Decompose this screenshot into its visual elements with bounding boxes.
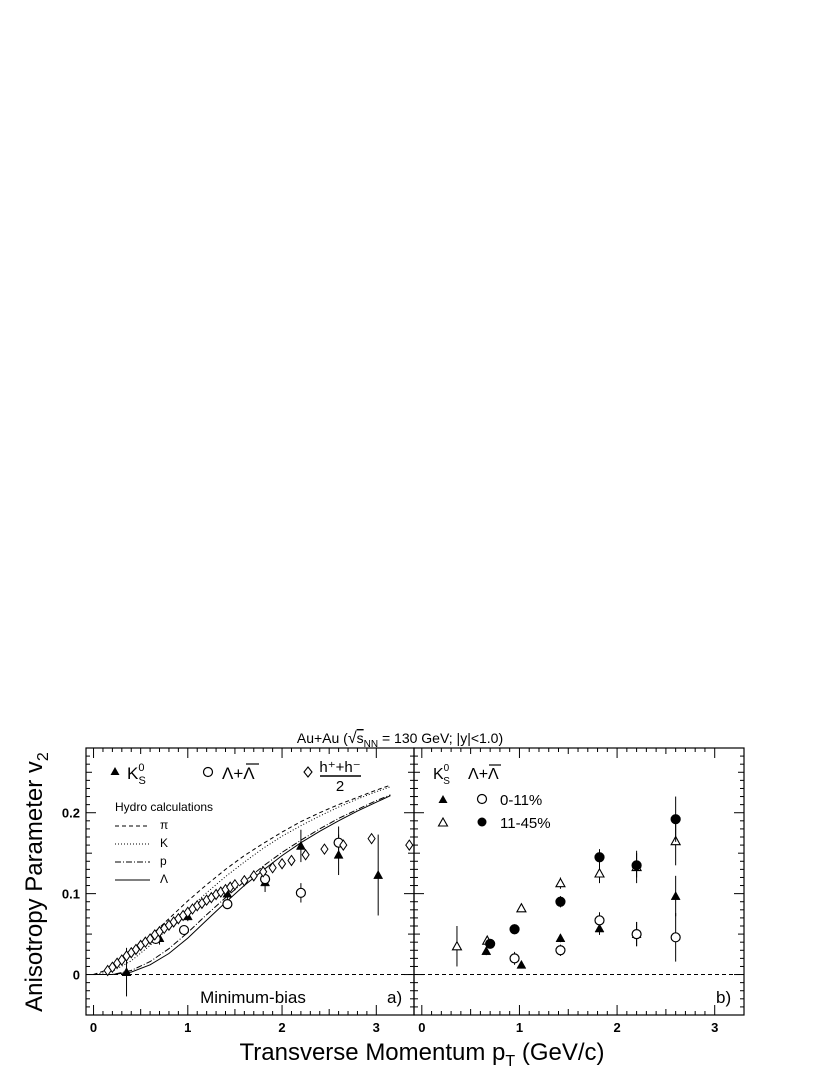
panel-b-data-point xyxy=(555,877,566,888)
panel-a-data-point xyxy=(405,839,414,851)
panel-b-x-tick-label: 0 xyxy=(418,1020,425,1035)
panel-b-data-point xyxy=(451,940,463,951)
legend-hadrons-numerator: h⁺+h⁻ xyxy=(319,759,360,776)
sqrt-symbol: √ xyxy=(348,730,357,747)
figure-title: Au+Au (√sNN = 130 GeV; |y|<1.0) xyxy=(297,730,503,750)
panel-a-data-point xyxy=(259,873,271,885)
panel-a-series-2 xyxy=(103,832,414,977)
panel-b-legend: K0 S Λ+Λ 0-11% 11-45% xyxy=(433,763,551,832)
panel-b-data-point xyxy=(555,945,566,956)
hydro-legend-pi-label: π xyxy=(160,818,168,832)
panel-b-data-point xyxy=(670,891,681,900)
panel-b-data-point xyxy=(481,946,492,955)
panel-a-data-point xyxy=(121,967,132,976)
panel-b-plot-area xyxy=(451,796,682,969)
legend-b-k0s-label: K0 S xyxy=(433,763,450,787)
panel-b-label: b) xyxy=(716,988,731,1007)
panel-b: 0 1 2 3 xyxy=(414,748,744,1035)
legend-k0s-marker xyxy=(110,767,120,775)
legend-lambda-label: Λ+Λ xyxy=(222,764,255,783)
panel-a-data-point xyxy=(295,840,306,850)
panel-a-data-point xyxy=(268,861,277,874)
panel-a-annotation: Minimum-bias xyxy=(200,988,306,1007)
x-axis-label: Transverse Momentum pT (GeV/c) xyxy=(240,1039,605,1070)
panel-a-y-tick-label: 0.1 xyxy=(62,887,80,902)
panel-a-plot-area xyxy=(93,784,414,997)
panel-a-data-point xyxy=(367,832,376,845)
panel-a-legend: K0 S Λ+Λ h⁺+h⁻ 2 Hydro calculations π K p… xyxy=(110,759,361,886)
hydro-legend-p-label: p xyxy=(160,854,167,868)
panel-b-data-point xyxy=(594,867,605,878)
hydro-legend-lambda-label: Λ xyxy=(160,872,168,886)
panel-a-data-point xyxy=(339,839,348,851)
legend-b-lambda-mid-marker xyxy=(477,817,487,827)
hydro-legend-title: Hydro calculations xyxy=(115,800,213,814)
panel-b-data-point xyxy=(631,928,642,940)
panel-b-x-tick-label: 2 xyxy=(613,1020,620,1035)
panel-a-data-point xyxy=(301,848,310,861)
panel-a-hydro-curve-2 xyxy=(93,794,391,975)
panel-a-data-point xyxy=(240,874,249,887)
panel-b-data-point xyxy=(485,938,496,949)
panel-a-series-1 xyxy=(150,826,344,945)
legend-b-lambda-label: Λ+Λ xyxy=(468,766,499,783)
panel-a-data-point xyxy=(287,854,296,867)
y-axis-label: Anisotropy Parameter v2 xyxy=(21,752,52,1012)
panel-b-data-point xyxy=(670,932,681,943)
panel-a-data-point xyxy=(320,843,329,856)
legend-b-row1-label: 0-11% xyxy=(500,792,542,809)
panel-a-data-point xyxy=(259,865,268,878)
panel-a-data-point xyxy=(295,887,306,898)
panel-a-x-tick-label: 2 xyxy=(278,1020,285,1035)
panel-a-data-point xyxy=(222,899,233,910)
legend-b-lambda-central-marker xyxy=(476,793,488,805)
panel-b-data-point xyxy=(594,852,605,863)
panel-a: 0 1 2 3 0 0.1 0.2 xyxy=(62,748,414,1035)
panel-a-y-tick-label: 0 xyxy=(73,968,80,983)
panel-b-data-point xyxy=(555,896,566,907)
panel-b-data-point xyxy=(594,915,605,926)
legend-hadrons-denominator: 2 xyxy=(336,778,344,795)
panel-a-data-point xyxy=(178,924,190,936)
legend-k0s-label: K0 S xyxy=(127,762,146,787)
panel-a-x-tick-label: 0 xyxy=(90,1020,97,1035)
panel-b-x-tick-label: 3 xyxy=(711,1020,718,1035)
panel-b-series-3 xyxy=(485,796,681,949)
panel-b-data-point xyxy=(670,814,681,825)
panel-a-x-tick-label: 1 xyxy=(184,1020,191,1035)
panel-a-data-point xyxy=(230,878,240,891)
legend-b-k0s-central-marker xyxy=(438,795,448,803)
panel-a-data-point xyxy=(373,870,384,879)
legend-hadrons-marker xyxy=(303,766,313,778)
legend-b-row2-label: 11-45% xyxy=(500,815,551,832)
panel-b-data-point xyxy=(516,959,527,969)
panel-a-x-tick-label: 3 xyxy=(373,1020,380,1035)
panel-b-data-point xyxy=(509,924,520,935)
panel-a-label: a) xyxy=(387,988,402,1007)
panel-b-frame xyxy=(413,747,745,1016)
panel-b-data-point xyxy=(631,860,642,871)
panel-a-data-point xyxy=(277,857,287,870)
panel-b-data-point xyxy=(509,953,520,964)
panel-b-series-1 xyxy=(509,912,681,965)
hydro-legend-k-label: K xyxy=(160,836,168,850)
panel-a-data-point xyxy=(249,869,258,882)
panel-a-y-tick-label: 0.2 xyxy=(62,806,80,821)
panel-b-data-point xyxy=(515,902,527,913)
legend-lambda-marker xyxy=(202,766,214,778)
legend-b-k0s-mid-marker xyxy=(437,816,449,827)
panel-b-data-point xyxy=(555,933,566,942)
panel-b-x-tick-label: 1 xyxy=(516,1020,523,1035)
